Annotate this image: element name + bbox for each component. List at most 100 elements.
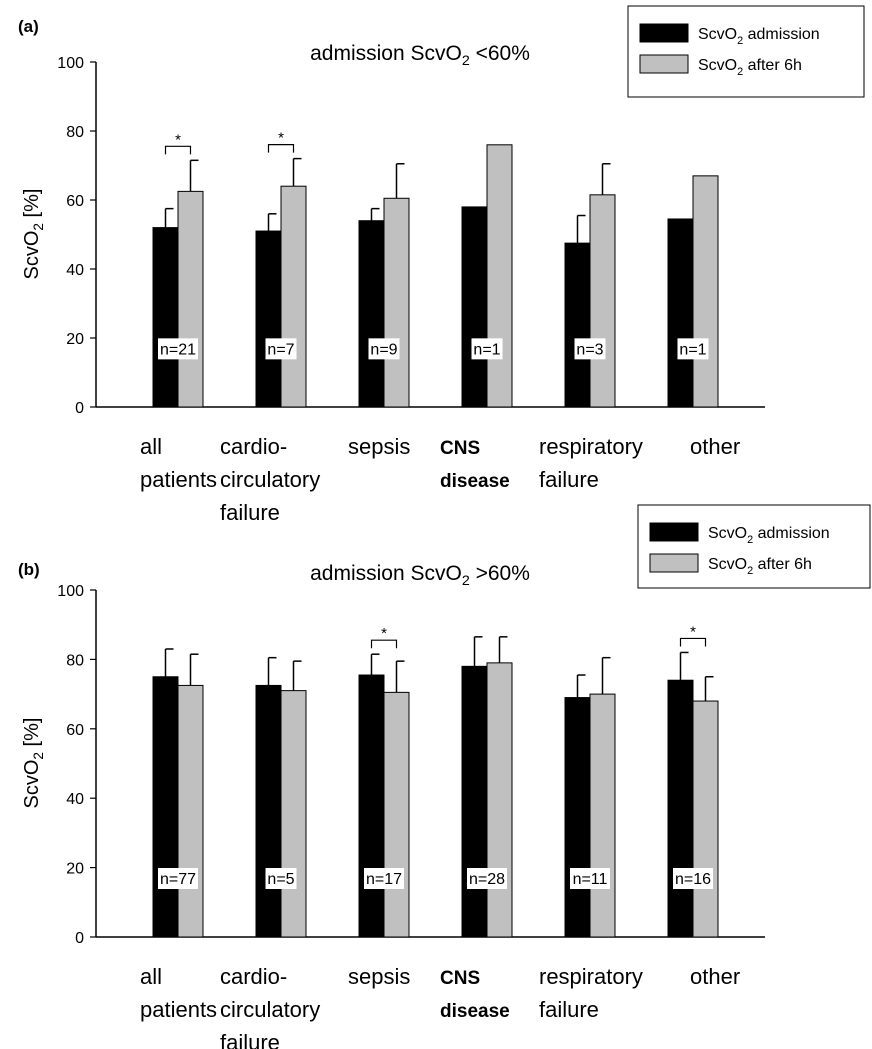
bar-after-6h [280,690,307,938]
n-count-label: n=28 [469,871,505,888]
bar-after-6h [383,691,410,938]
y-tick-label: 0 [75,930,84,947]
n-count-label: n=11 [573,871,608,888]
legend-label: ScvO2​ admission [708,525,830,546]
bar-after-6h [177,684,204,938]
chart-panel-a: (a) admission ScvO2​ <60% ScvO2​ [%] 0 20 40 6… [18,5,865,525]
x-category-label: cardio-circulatory failure [220,434,320,525]
y-tick-label: 20 [66,331,84,348]
significance-star: * [381,625,387,642]
y-tick-label: 0 [75,400,84,417]
x-category-label: other [690,434,740,459]
n-count-label: n=21 [160,341,196,358]
y-axis-label: ScvO2​ [%] [21,718,46,809]
bar-admission [564,242,591,408]
bar-admission [667,218,694,408]
n-count-background [158,868,198,890]
bar-after-6h [692,700,719,938]
significance-star: * [278,130,284,147]
bar-after-6h [589,194,616,408]
n-count-label: n=1 [679,341,706,358]
bar-admission [255,230,282,408]
chart-title: admission ScvO2​ >60% [310,562,530,589]
legend-box [627,5,865,98]
significance-bracket [267,144,295,153]
x-category-label: cardio-circulatory failure [220,964,320,1049]
x-category-label: sepsis [348,964,410,989]
x-category-label: all patients [140,434,217,492]
legend-box [637,504,871,589]
n-count-background [265,868,297,890]
bar-after-6h [486,144,513,408]
bar-after-6h [692,175,719,408]
y-tick-label: 20 [66,861,84,878]
n-count-label: n=3 [576,341,603,358]
y-axis-label: ScvO2​ [%] [21,189,46,280]
legend-swatch [649,522,699,542]
bar-admission [358,674,385,938]
y-tick-label: 80 [66,652,84,669]
n-count-label: n=77 [160,871,196,888]
chart-title: admission ScvO2​ <60% [310,42,530,69]
bar-after-6h [280,185,307,408]
bar-admission [564,697,591,938]
n-count-background [471,338,503,360]
x-category-label: CNS disease [440,968,510,1022]
n-count-label: n=16 [675,871,711,888]
n-count-label: n=7 [267,341,294,358]
n-count-background [673,868,713,890]
bar-admission [255,684,282,938]
legend: ScvO2​ admission ScvO2​ after 6h [637,504,871,589]
y-tick-label: 60 [66,722,84,739]
y-tick-label: 80 [66,124,84,141]
x-category-label: respiratory failure [539,964,643,1022]
significance-star: * [175,131,181,148]
y-tick-label: 60 [66,193,84,210]
bar-admission [358,220,385,408]
legend-swatch [639,23,689,43]
n-count-background [265,338,297,360]
n-count-label: n=5 [267,871,294,888]
n-count-background [570,868,610,890]
significance-bracket [679,637,707,647]
y-tick-label: 40 [66,262,84,279]
x-category-label: all patients [140,964,217,1022]
bar-after-6h [177,190,204,408]
panel-tag: (a) [18,17,39,36]
panel-tag: (b) [18,560,40,579]
bar-admission [152,227,179,408]
bar-admission [461,206,488,408]
n-count-label: n=9 [370,341,397,358]
n-count-background [677,338,709,360]
n-count-label: n=17 [366,871,402,888]
n-count-background [467,868,507,890]
legend: ScvO2​ admission ScvO2​ after 6h [627,5,865,98]
n-count-background [158,338,198,360]
n-count-background [364,868,404,890]
legend-label: ScvO2​ after 6h [708,556,812,577]
y-tick-label: 100 [57,583,84,600]
n-count-background [368,338,400,360]
significance-bracket [370,639,398,649]
bar-after-6h [486,662,513,938]
x-category-label: sepsis [348,434,410,459]
bar-admission [667,679,694,938]
n-count-label: n=1 [473,341,500,358]
bar-admission [461,665,488,938]
x-category-label: CNS disease [440,438,510,492]
significance-bracket [164,145,192,155]
x-category-label: other [690,964,740,989]
chart-panel-b: (b) admission ScvO2​ >60% ScvO2​ [%] 0 20 40 6… [18,504,871,1049]
x-category-label: respiratory failure [539,434,643,492]
legend-label: ScvO2​ after 6h [698,57,802,78]
n-count-background [574,338,606,360]
significance-star: * [690,623,696,640]
legend-label: ScvO2​ admission [698,26,820,47]
y-tick-label: 100 [57,55,84,72]
bar-admission [152,676,179,938]
legend-swatch [649,553,699,573]
legend-swatch [639,54,689,74]
bar-after-6h [589,693,616,938]
bar-after-6h [383,197,410,408]
